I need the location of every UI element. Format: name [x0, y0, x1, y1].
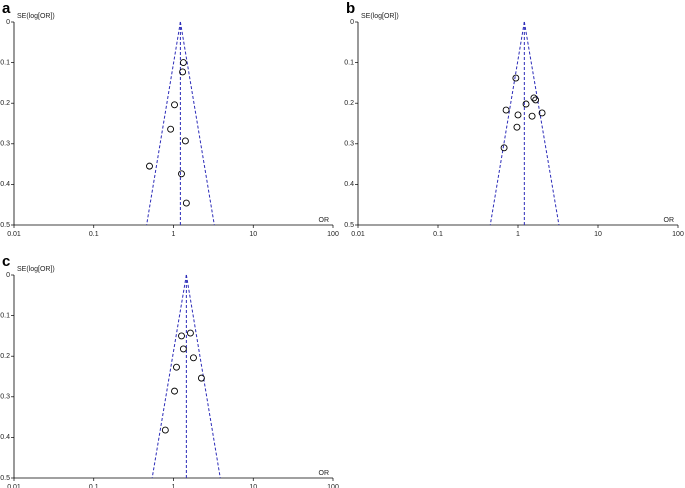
x-tick-label: 100	[327, 231, 339, 238]
x-tick-label: 10	[249, 484, 257, 488]
study-point	[179, 59, 187, 67]
funnel-line	[523, 21, 560, 226]
x-tick-label: 1	[516, 231, 520, 238]
x-tick-label: 0.01	[7, 231, 21, 238]
study-point	[171, 101, 178, 109]
x-tick-label: 0.1	[433, 231, 443, 238]
y-tick-label: 0.4	[0, 181, 10, 188]
funnel-line	[489, 21, 525, 226]
study-point	[181, 137, 189, 145]
y-tick-label: 0.1	[0, 312, 10, 319]
funnel-line	[185, 274, 221, 479]
study-point	[528, 112, 536, 120]
y-tick-label: 0	[6, 272, 10, 279]
study-point	[173, 363, 180, 371]
study-point	[167, 125, 175, 133]
panel-letter: c	[2, 253, 10, 270]
y-axis-label: SE(log[OR])	[361, 13, 399, 20]
study-point	[513, 123, 521, 131]
y-tick-label: 0	[6, 19, 10, 26]
y-tick-label: 0.2	[0, 100, 10, 107]
study-point	[178, 332, 185, 340]
study-point	[179, 68, 187, 76]
study-point	[532, 96, 540, 104]
study-point	[161, 426, 169, 434]
study-point	[530, 94, 538, 102]
y-tick-label: 0.3	[0, 141, 10, 148]
funnel-line	[151, 274, 187, 479]
x-tick-label: 100	[327, 484, 339, 488]
panel-letter: b	[346, 0, 355, 17]
funnel-line	[179, 21, 215, 226]
panel-letter: a	[2, 0, 11, 17]
study-point	[171, 387, 178, 395]
x-tick-label: 100	[672, 231, 684, 238]
y-tick-label: 0.4	[344, 181, 354, 188]
x-tick-label: 0.1	[89, 231, 99, 238]
x-tick-label: 1	[172, 231, 176, 238]
study-point	[514, 111, 522, 119]
y-tick-label: 0.5	[0, 475, 10, 482]
y-axis-label: SE(log[OR])	[17, 266, 55, 273]
y-tick-label: 0.3	[0, 394, 10, 401]
y-tick-label: 0.2	[0, 353, 10, 360]
study-point	[502, 106, 510, 114]
y-tick-label: 0.1	[344, 59, 354, 66]
y-tick-label: 0.5	[344, 222, 354, 229]
study-point	[179, 345, 187, 353]
x-tick-label: 10	[249, 231, 257, 238]
study-point	[186, 329, 194, 337]
study-point	[197, 374, 205, 382]
study-point	[190, 354, 197, 362]
study-point	[178, 170, 185, 178]
y-tick-label: 0	[350, 19, 354, 26]
y-tick-label: 0.1	[0, 59, 10, 66]
study-point	[522, 100, 530, 108]
x-tick-label: 1	[172, 484, 176, 488]
study-point	[512, 74, 520, 82]
y-tick-label: 0.4	[0, 434, 10, 441]
y-tick-label: 0.3	[344, 141, 354, 148]
study-point	[538, 109, 546, 117]
x-tick-label: 0.01	[7, 484, 21, 488]
funnel-line	[146, 21, 181, 226]
x-axis-label: OR	[319, 217, 330, 224]
y-tick-label: 0.5	[0, 222, 10, 229]
x-tick-label: 10	[594, 231, 602, 238]
study-point	[146, 162, 153, 170]
x-axis-label: OR	[319, 470, 330, 477]
x-tick-label: 0.1	[89, 484, 99, 488]
x-axis-label: OR	[664, 217, 675, 224]
y-axis-label: SE(log[OR])	[17, 13, 55, 20]
study-point	[182, 199, 190, 207]
study-point	[500, 144, 508, 152]
x-tick-label: 0.01	[351, 231, 365, 238]
y-tick-label: 0.2	[344, 100, 354, 107]
